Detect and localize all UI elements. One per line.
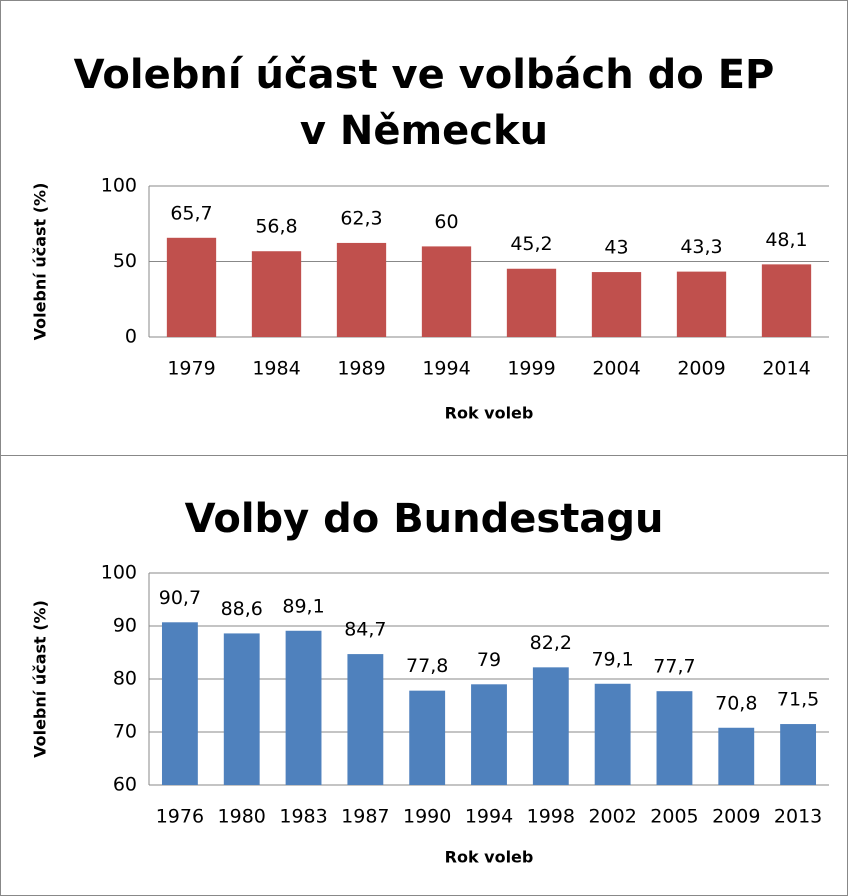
data-label: 70,8 [715,692,757,714]
data-label: 56,8 [255,216,297,238]
x-axis-label: Rok voleb [445,404,534,423]
data-label: 43,3 [680,236,722,258]
x-tick-label: 2009 [712,806,760,828]
bar [336,242,387,337]
y-tick-label: 80 [113,668,137,690]
x-tick-label: 2013 [774,806,822,828]
bar [409,690,446,785]
y-tick-label: 90 [113,615,137,637]
bar [251,251,302,337]
data-label: 89,1 [282,595,324,617]
data-label: 79,1 [591,648,633,670]
x-tick-label: 1990 [403,806,451,828]
x-tick-label: 2005 [650,806,698,828]
y-axis-label: Volební účast (%) [31,183,50,341]
y-axis-label: Volební účast (%) [31,600,50,758]
bar [591,272,642,337]
x-tick-label: 1980 [218,806,266,828]
x-tick-label: 1984 [252,358,300,380]
bar [421,246,472,337]
bar [594,683,631,785]
data-label: 60 [434,211,458,233]
y-tick-label: 100 [101,175,137,197]
bar [166,237,217,337]
bar [161,622,198,785]
data-label: 77,7 [653,656,695,678]
x-tick-label: 1994 [465,806,513,828]
x-tick-label: 1987 [341,806,389,828]
data-label: 71,5 [777,689,819,711]
data-label: 77,8 [406,655,448,677]
data-label: 84,7 [344,619,386,641]
data-label: 45,2 [510,233,552,255]
data-label: 48,1 [765,229,807,251]
x-tick-label: 1998 [527,806,575,828]
x-tick-label: 1976 [156,806,204,828]
x-tick-label: 1983 [279,806,327,828]
chart: 60 70 80 90 100 1976 90,7 1980 88,6 1983 89,1 1987 8… [31,562,829,867]
data-label: 79 [477,649,501,671]
bar [676,271,727,337]
data-label: 88,6 [221,598,263,620]
bar [718,727,755,785]
x-tick-label: 2014 [762,358,810,380]
chart: 0 50 100 1979 65,7 1984 56,8 1989 62,3 1994 60 1999… [31,175,829,423]
bar [347,654,384,785]
y-tick-label: 100 [101,562,137,584]
chart-panel: Volební účast ve volbách do EP v Německu… [0,0,848,456]
bar [223,633,260,785]
x-tick-label: 1999 [507,358,555,380]
y-tick-label: 70 [113,721,137,743]
chart-title: Volby do Bundestagu [184,496,664,542]
chart-panel: Volby do Bundestagu 60 70 80 90 100 1976 90,7 1… [0,455,848,896]
x-tick-label: 1994 [422,358,470,380]
data-label: 62,3 [340,207,382,229]
y-tick-label: 50 [113,250,137,272]
data-label: 90,7 [159,587,201,609]
x-tick-label: 1989 [337,358,385,380]
data-label: 43 [604,237,628,259]
chart-title: Volební účast ve volbách do EP v Německu [73,52,775,154]
bar [780,724,817,785]
bar [506,268,557,337]
y-tick-label: 60 [113,774,137,796]
data-label: 65,7 [170,202,212,224]
bar [656,691,693,785]
bar [471,684,507,785]
x-tick-label: 2002 [588,806,636,828]
x-tick-label: 2009 [677,358,725,380]
x-tick-label: 2004 [592,358,640,380]
data-label: 82,2 [530,632,572,654]
x-tick-label: 1979 [167,358,215,380]
y-tick-label: 0 [125,326,137,348]
bar [532,667,569,785]
bar [761,264,812,337]
x-axis-label: Rok voleb [445,848,534,867]
bar [285,630,322,785]
